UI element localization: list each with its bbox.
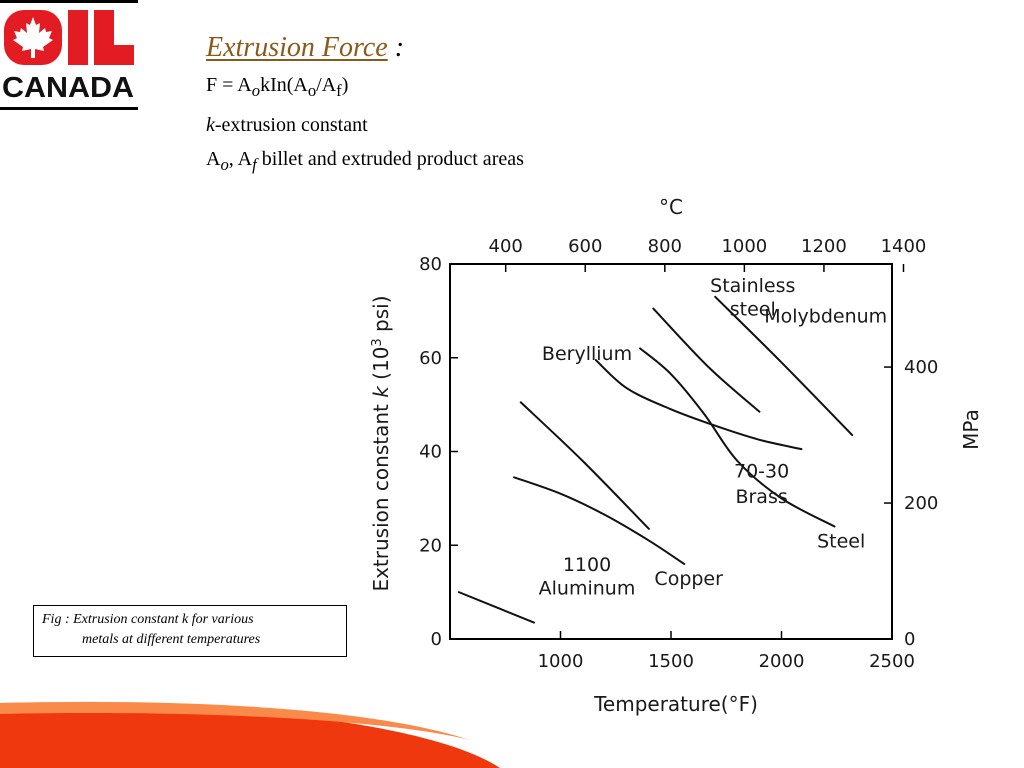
series-line-stainless-steel bbox=[652, 307, 761, 413]
eq-part: F = A bbox=[206, 74, 252, 96]
x2-tick-label: 800 bbox=[648, 236, 682, 257]
y-tick-label: 80 bbox=[419, 254, 442, 275]
formula-title-colon: : bbox=[387, 32, 405, 63]
series-line-70-30-brass bbox=[519, 401, 650, 530]
caption-line-2: metals at different temperatures bbox=[82, 632, 261, 647]
curve-label: Brass bbox=[735, 486, 787, 508]
eq-sub: f bbox=[336, 81, 342, 100]
eq-part: ) bbox=[341, 74, 349, 96]
x-tick-label: 2000 bbox=[759, 651, 805, 672]
caption-line-1: Fig : Extrusion constant k for various bbox=[42, 612, 254, 627]
areas-part: , A bbox=[228, 148, 253, 170]
curve-label: Aluminum bbox=[539, 577, 636, 599]
y-tick-label: 0 bbox=[431, 629, 442, 650]
y2-tick-label: 400 bbox=[904, 357, 938, 378]
x2-tick-label: 1000 bbox=[721, 236, 767, 257]
series-layer bbox=[457, 295, 854, 624]
series-line-molybdenum bbox=[714, 295, 854, 437]
series-line-steel bbox=[639, 347, 836, 528]
y2-tick-label: 0 bbox=[904, 629, 915, 650]
curve-label: steel bbox=[730, 299, 776, 321]
x-tick-label: 1000 bbox=[538, 651, 584, 672]
curve-label: Stainless bbox=[710, 275, 795, 297]
y-tick-label: 20 bbox=[419, 535, 442, 556]
extrusion-constant-chart: 1000 1500 2000 2500 400 600 800 1000 1200 1400 0 20… bbox=[360, 190, 1000, 730]
oil-canada-logo: CANADA bbox=[0, 0, 138, 110]
eq-sub: o bbox=[251, 81, 261, 100]
k-symbol: k bbox=[206, 114, 215, 136]
eq-part: kIn(A bbox=[260, 74, 308, 96]
formula-block: Extrusion Force : F = AokIn(Ao/Af) k-ext… bbox=[206, 28, 524, 182]
y-title-k: k bbox=[369, 385, 393, 398]
x2-tick-label: 600 bbox=[568, 236, 602, 257]
y-title-sup: 3 bbox=[370, 338, 385, 346]
series-line-beryllium bbox=[594, 359, 803, 451]
y-title-part: psi) bbox=[369, 295, 393, 338]
decorative-swoosh bbox=[0, 701, 500, 768]
y-tick-label: 40 bbox=[419, 442, 442, 463]
curve-label: 1100 bbox=[563, 554, 611, 576]
x-tick-label: 2500 bbox=[869, 651, 915, 672]
areas-sub: f bbox=[252, 155, 257, 174]
formula-areas-definition: Ao, Af billet and extruded product areas bbox=[206, 142, 524, 182]
y-title-part: (10 bbox=[369, 347, 393, 387]
series-line-copper bbox=[513, 476, 686, 565]
x-axis-title: Temperature(°F) bbox=[593, 692, 758, 716]
formula-k-definition: k-extrusion constant bbox=[206, 108, 524, 142]
y-tick-label: 60 bbox=[419, 348, 442, 369]
curve-label: Molybdenum bbox=[764, 306, 887, 328]
y-axis-title: Extrusion constant k (103 psi) bbox=[369, 295, 393, 591]
x2-tick-label: 400 bbox=[489, 236, 523, 257]
maple-leaf-icon bbox=[13, 17, 53, 58]
k-text: -extrusion constant bbox=[214, 114, 368, 136]
formula-title: Extrusion Force : bbox=[206, 28, 524, 68]
x2-axis-title: °C bbox=[659, 195, 683, 219]
areas-sub: o bbox=[220, 155, 229, 174]
x2-tick-label: 1200 bbox=[801, 236, 847, 257]
curve-label: Steel bbox=[817, 531, 865, 553]
x2-tick-label: 1400 bbox=[881, 236, 927, 257]
logo-i-shape bbox=[68, 10, 88, 65]
y2-axis-title: MPa bbox=[959, 409, 983, 450]
y2-tick-label: 200 bbox=[904, 493, 938, 514]
areas-text: billet and extruded product areas bbox=[256, 148, 524, 170]
logo-wordmark: CANADA bbox=[2, 72, 134, 104]
eq-sub: o bbox=[307, 81, 317, 100]
formula-title-text: Extrusion Force bbox=[206, 32, 388, 63]
eq-part: /A bbox=[316, 74, 337, 96]
y-title-part: Extrusion constant bbox=[369, 398, 393, 592]
areas-part: A bbox=[206, 148, 221, 170]
curve-label: Copper bbox=[654, 568, 723, 590]
curve-label: 70-30 bbox=[734, 460, 789, 482]
x-tick-label: 1500 bbox=[648, 651, 694, 672]
series-line-1100-aluminum bbox=[457, 591, 535, 624]
formula-equation: F = AokIn(Ao/Af) bbox=[206, 68, 524, 108]
curve-label: Beryllium bbox=[542, 343, 632, 365]
figure-caption: Fig : Extrusion constant k for various m… bbox=[33, 605, 347, 657]
